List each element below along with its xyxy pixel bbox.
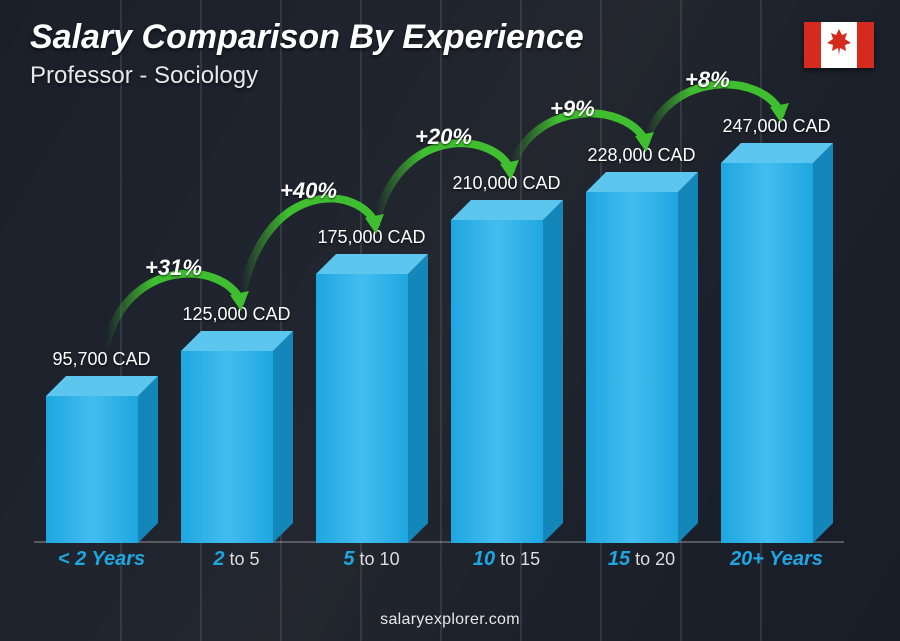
bar-category-label: 10 to 15	[473, 548, 540, 571]
bar	[586, 172, 698, 543]
increase-percent-label: +20%	[415, 124, 472, 150]
bar	[721, 143, 833, 543]
bar-slot: 228,000 CAD15 to 20	[574, 172, 709, 543]
increase-percent-label: +40%	[280, 178, 337, 204]
increase-percent-label: +31%	[145, 255, 202, 281]
bar-category-label: < 2 Years	[58, 548, 145, 571]
bar-category-label: 20+ Years	[730, 548, 823, 571]
chart-title: Salary Comparison By Experience	[30, 18, 584, 57]
bar-slot: 95,700 CAD< 2 Years	[34, 376, 169, 543]
bar-side	[138, 376, 158, 543]
bar-top	[46, 376, 158, 396]
bar-chart-area: 95,700 CAD< 2 Years125,000 CAD2 to 5175,…	[34, 140, 844, 567]
bar	[46, 376, 158, 543]
canada-flag-icon	[804, 22, 874, 68]
chart-stage: Salary Comparison By Experience Professo…	[0, 0, 900, 641]
footer-link: salaryexplorer.com	[0, 611, 900, 629]
bar-category-label: 15 to 20	[608, 548, 675, 571]
bar-slot: 210,000 CAD10 to 15	[439, 200, 574, 543]
bar-side	[678, 172, 698, 543]
increase-percent-label: +9%	[550, 96, 595, 122]
bar-front	[721, 163, 813, 543]
bar-front	[46, 396, 138, 543]
bar-side	[408, 254, 428, 543]
bar	[451, 200, 563, 543]
bar-side	[813, 143, 833, 543]
chart-subtitle: Professor - Sociology	[30, 62, 258, 90]
increase-percent-label: +8%	[685, 67, 730, 93]
bar-front	[451, 220, 543, 543]
bar-front	[586, 192, 678, 543]
bar-front	[181, 351, 273, 543]
bar-category-label: 5 to 10	[343, 548, 399, 571]
bar-side	[273, 331, 293, 543]
bar-category-label: 2 to 5	[213, 548, 259, 571]
bar-slot: 247,000 CAD20+ Years	[709, 143, 844, 543]
bar-side	[543, 200, 563, 543]
